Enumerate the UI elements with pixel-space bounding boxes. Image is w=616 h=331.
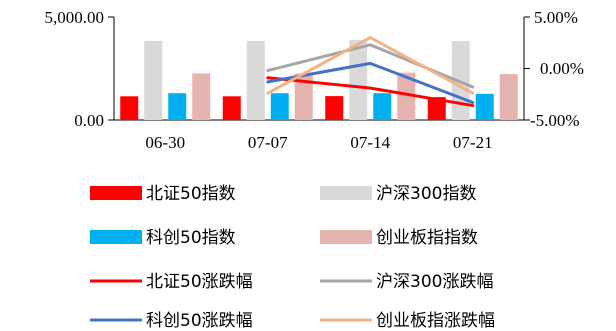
bar-1-06-30 (120, 96, 139, 120)
left-tick-label-top: 5,000.00 (45, 8, 105, 27)
legend-label: 北证50指数 (146, 184, 236, 204)
legend-label: 北证50涨跌幅 (146, 272, 253, 292)
left-tick-label-bottom: 0.00 (74, 111, 104, 130)
x-tick-label: 07-21 (453, 133, 493, 152)
bar-2-06-30 (144, 40, 163, 121)
bar-2-07-07 (246, 40, 265, 121)
bar-2-07-14 (349, 39, 368, 121)
x-tick-label: 07-14 (350, 133, 390, 152)
legend-label: 沪深300涨跌幅 (376, 272, 493, 292)
legend-swatch-bar (320, 186, 372, 200)
bar-4-07-14 (397, 72, 416, 120)
bar-3-07-14 (373, 93, 392, 120)
legend-swatch-bar (90, 186, 142, 200)
bar-3-07-07 (270, 93, 289, 120)
bar-3-06-30 (168, 93, 187, 120)
legend-swatch-bar (90, 230, 142, 244)
bar-4-07-07 (294, 73, 313, 120)
line-series-4 (266, 36, 475, 95)
right-tick-label-bottom: -5.00% (530, 111, 580, 130)
legend-label: 沪深300指数 (376, 184, 476, 204)
bar-3-07-21 (475, 93, 494, 120)
bars-group (120, 39, 518, 121)
x-tick-label: 06-30 (145, 133, 185, 152)
right-tick-label-middle: 0.00% (540, 59, 584, 78)
legend-label: 创业板指指数 (376, 228, 478, 248)
legend-label: 创业板指涨跌幅 (376, 311, 495, 331)
legend-swatch-bar (320, 230, 372, 244)
bar-1-07-14 (325, 96, 344, 120)
line-series-2 (266, 43, 475, 89)
bar-1-07-07 (222, 96, 241, 120)
right-tick-label-top: 5.00% (534, 8, 578, 27)
bar-1-07-21 (427, 97, 446, 120)
bar-4-07-21 (499, 74, 518, 120)
x-tick-label: 07-07 (248, 133, 288, 152)
legend-label: 科创50指数 (146, 228, 236, 248)
legend-label: 科创50涨跌幅 (146, 311, 253, 331)
bar-4-06-30 (192, 73, 211, 120)
line-series-1 (266, 76, 475, 108)
lines-group (266, 36, 475, 108)
x-tick-labels: 06-30 07-07 07-14 07-21 (145, 133, 492, 152)
